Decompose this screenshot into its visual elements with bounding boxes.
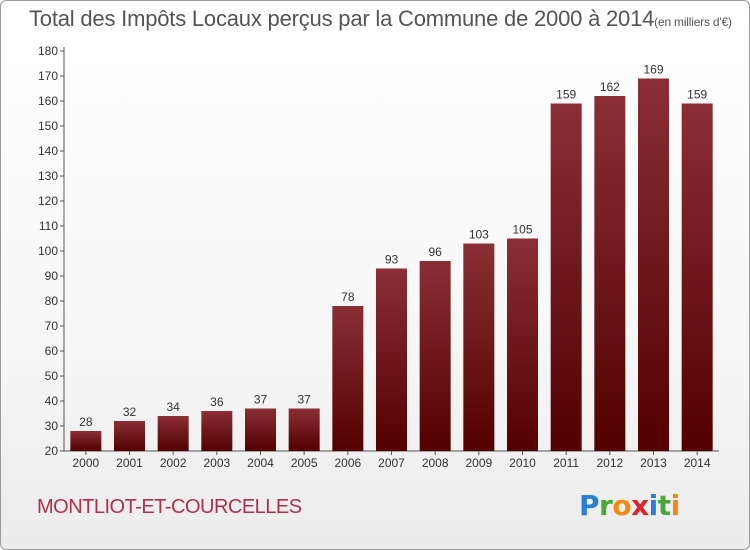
y-tick-label: 160 bbox=[38, 94, 58, 108]
bar-value-label: 34 bbox=[166, 400, 180, 414]
bar bbox=[463, 243, 495, 451]
commune-name: MONTLIOT-ET-COURCELLES bbox=[37, 496, 302, 518]
y-tick-label: 30 bbox=[45, 419, 59, 433]
bar-value-label: 103 bbox=[469, 228, 489, 242]
chart-data-labels: 28 32 34 36 37 37 78 93 96 103 105 159 162 169 159 bbox=[79, 63, 707, 430]
bar bbox=[114, 421, 145, 451]
y-tick-label: 40 bbox=[45, 394, 59, 408]
bar bbox=[638, 78, 669, 451]
y-tick-label: 130 bbox=[38, 169, 58, 183]
y-tick-label: 60 bbox=[45, 344, 59, 358]
bar bbox=[245, 408, 276, 451]
x-tick-label: 2000 bbox=[72, 456, 99, 470]
x-tick-label: 2005 bbox=[291, 456, 318, 470]
logo-letter: r bbox=[599, 489, 613, 522]
x-tick-label: 2003 bbox=[203, 456, 230, 470]
x-tick-label: 2001 bbox=[116, 456, 143, 470]
bar-value-label: 169 bbox=[643, 63, 663, 77]
unit-label: (en milliers d'€) bbox=[654, 15, 732, 29]
x-tick-label: 2014 bbox=[684, 456, 711, 470]
y-tick-label: 150 bbox=[38, 119, 58, 133]
bar bbox=[550, 103, 582, 451]
x-tick-label: 2006 bbox=[334, 456, 361, 470]
bar bbox=[70, 431, 102, 451]
logo-letter: P bbox=[579, 489, 600, 522]
bar-value-label: 159 bbox=[556, 88, 576, 102]
bar bbox=[507, 238, 538, 451]
bar-value-label: 78 bbox=[341, 290, 355, 304]
y-tick-label: 80 bbox=[45, 294, 59, 308]
bar-value-label: 28 bbox=[79, 415, 93, 429]
bar bbox=[157, 416, 189, 451]
bar-value-label: 162 bbox=[600, 80, 620, 94]
logo-letter: t bbox=[657, 489, 671, 522]
x-tick-label: 2008 bbox=[422, 456, 449, 470]
x-tick-label: 2007 bbox=[378, 456, 405, 470]
y-tick-label: 110 bbox=[39, 219, 58, 233]
x-tick-label: 2011 bbox=[553, 456, 579, 470]
x-tick-label: 2010 bbox=[509, 456, 536, 470]
logo-letter: x bbox=[631, 489, 649, 522]
bar bbox=[594, 96, 626, 451]
bar bbox=[681, 103, 713, 451]
bar-value-label: 105 bbox=[512, 223, 532, 237]
y-tick-label: 90 bbox=[45, 269, 59, 283]
bar-value-label: 36 bbox=[210, 395, 224, 409]
y-tick-label: 170 bbox=[38, 69, 58, 83]
bar-value-label: 159 bbox=[687, 88, 707, 102]
y-tick-label: 50 bbox=[45, 369, 59, 383]
x-tick-label: 2002 bbox=[160, 456, 187, 470]
bar-value-label: 93 bbox=[385, 253, 399, 267]
proxiti-logo: Proxiti bbox=[579, 489, 680, 522]
logo-letter: o bbox=[612, 489, 632, 522]
x-tick-label: 2009 bbox=[465, 456, 492, 470]
y-tick-label: 180 bbox=[38, 44, 58, 58]
chart-title: Total des Impôts Locaux perçus par la Co… bbox=[29, 6, 732, 32]
x-tick-label: 2012 bbox=[596, 456, 623, 470]
chart-title-text: Total des Impôts Locaux perçus par la Co… bbox=[29, 6, 655, 31]
bar-value-label: 37 bbox=[254, 393, 268, 407]
bar-value-label: 37 bbox=[297, 393, 311, 407]
chart-axes: 20 30 40 50 60 70 80 90 100 110 120 130 140 150 160 170… bbox=[38, 44, 719, 470]
bar bbox=[419, 261, 451, 451]
bar-value-label: 32 bbox=[123, 405, 137, 419]
y-tick-label: 20 bbox=[45, 444, 59, 458]
bar bbox=[376, 268, 407, 451]
chart-bars bbox=[70, 78, 713, 451]
y-tick-label: 140 bbox=[38, 144, 58, 158]
y-tick-label: 120 bbox=[38, 194, 58, 208]
y-tick-label: 70 bbox=[45, 319, 59, 333]
logo-letter: i bbox=[670, 489, 681, 522]
y-tick-label: 100 bbox=[38, 244, 58, 258]
bar-value-label: 96 bbox=[428, 245, 442, 259]
x-tick-label: 2004 bbox=[247, 456, 274, 470]
bar bbox=[288, 408, 320, 451]
bar bbox=[332, 306, 364, 451]
logo-letter: i bbox=[648, 489, 659, 522]
x-tick-label: 2013 bbox=[640, 456, 667, 470]
bar bbox=[201, 411, 233, 451]
